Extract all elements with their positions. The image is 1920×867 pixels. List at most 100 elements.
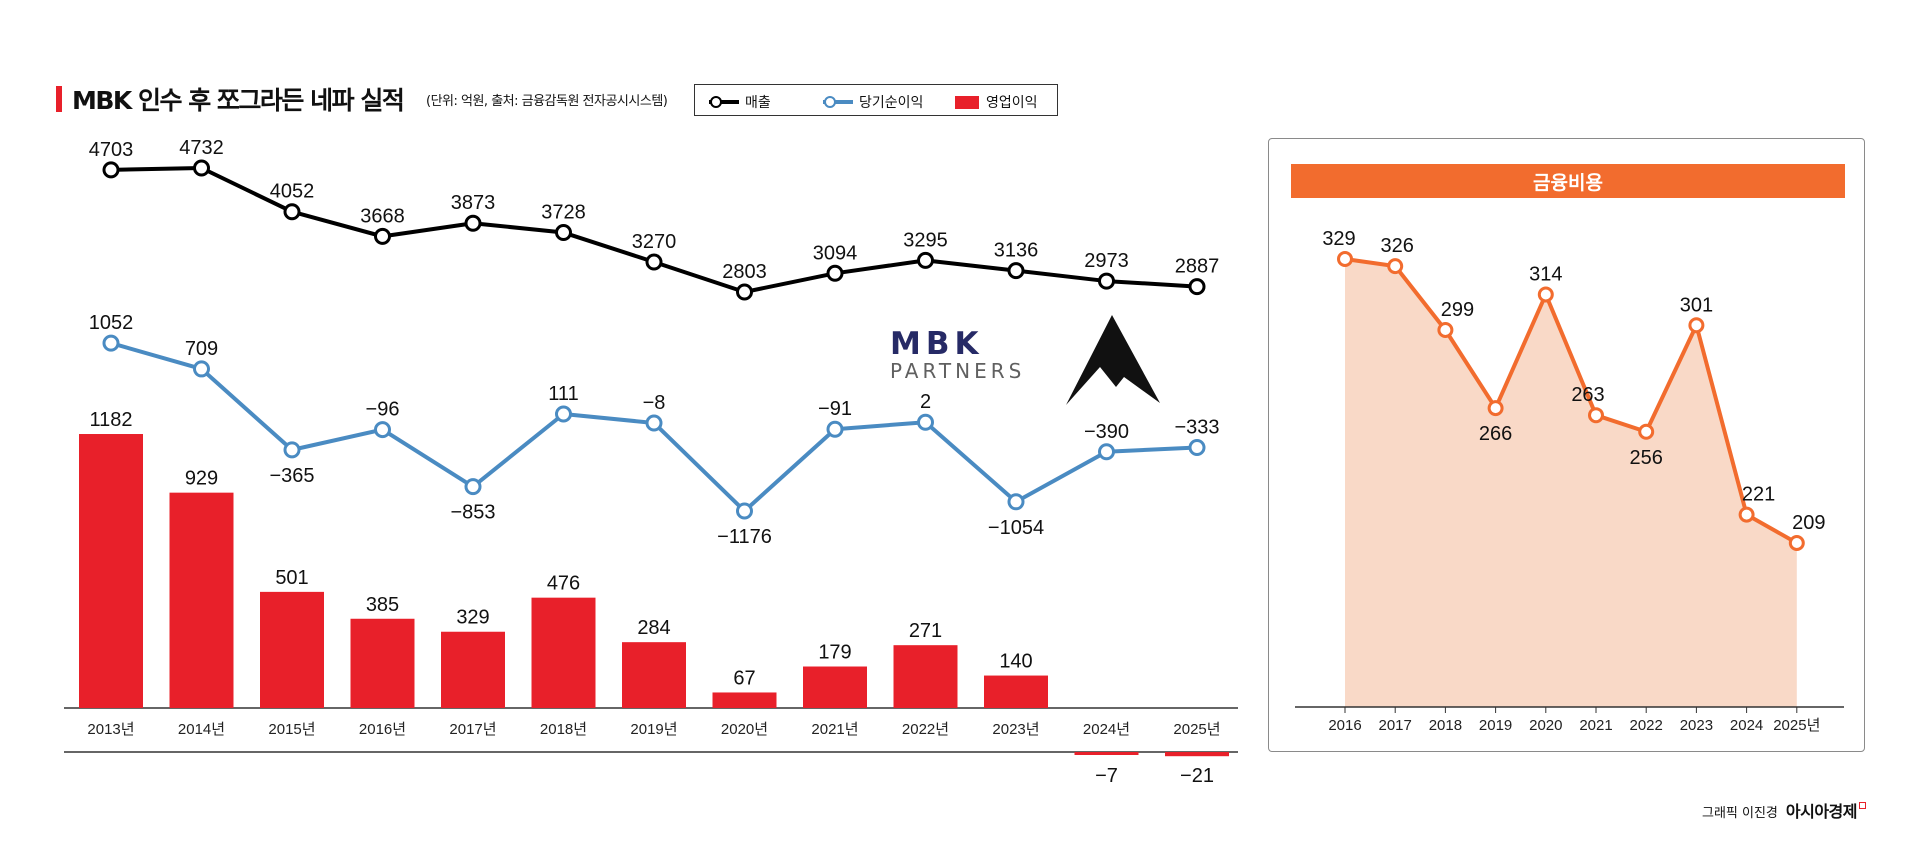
- net-income-point: [102, 334, 120, 352]
- operating-income-label: 284: [637, 617, 670, 639]
- x-tick-label: 2013년: [87, 721, 134, 738]
- finance-cost-label: 209: [1792, 512, 1825, 534]
- panel-x-tick-label: 2018: [1429, 717, 1462, 734]
- finance-cost-label: 326: [1381, 235, 1414, 257]
- x-tick-label: 2023년: [992, 721, 1039, 738]
- operating-income-label: 1182: [89, 409, 132, 431]
- revenue-point: [645, 253, 663, 271]
- finance-cost-label: 299: [1441, 299, 1474, 321]
- net-income-point: [464, 478, 482, 496]
- chart-title: MBK 인수 후 쪼그라든 네파 실적: [56, 84, 405, 115]
- net-income-point: [645, 414, 663, 432]
- net-income-label: −91: [818, 398, 852, 420]
- revenue-point: [826, 264, 844, 282]
- net-income-point: [193, 360, 210, 378]
- operating-income-label: 501: [275, 567, 308, 589]
- finance-cost-point: [1738, 506, 1755, 523]
- panel-x-tick-label: 2023: [1680, 717, 1713, 734]
- x-tick-label: 2019년: [630, 721, 677, 738]
- operating-income-label: 329: [456, 607, 489, 629]
- brand-mark-icon: [1859, 802, 1866, 809]
- operating-income-label: 271: [909, 620, 942, 642]
- finance-cost-point: [1487, 400, 1504, 417]
- legend-label-net-income: 당기순이익: [859, 95, 924, 111]
- finance-cost-label: 314: [1529, 264, 1562, 286]
- net-income-label: 709: [185, 338, 218, 360]
- revenue-point: [102, 161, 120, 179]
- revenue-point: [917, 251, 934, 269]
- finance-cost-label: 256: [1630, 447, 1663, 469]
- panel-x-tick-label: 2019: [1479, 717, 1512, 734]
- mbk-partners-logo: MBK PARTNERS: [890, 328, 1056, 383]
- x-tick-label: 2025년: [1173, 721, 1220, 738]
- revenue-point: [374, 227, 391, 245]
- revenue-label: 3295: [903, 229, 948, 251]
- net-income-label: 2: [920, 391, 931, 413]
- revenue-label: 3270: [632, 231, 677, 253]
- credit-brand: 아시아경제: [1785, 802, 1858, 821]
- main-chart: 1182 929 501 385 329 476 284 67 179 271 140 −7 −21 20…: [64, 137, 1238, 787]
- nepa-logo: NEPA: [1066, 315, 1160, 405]
- revenue-point: [1188, 278, 1206, 296]
- finance-cost-point: [1638, 423, 1655, 440]
- legend-item-revenue: 매출: [709, 92, 771, 112]
- credit-author: 그래픽 이진경: [1701, 806, 1778, 821]
- revenue-label: 3136: [994, 240, 1039, 262]
- operating-income-bar: [984, 675, 1048, 708]
- operating-income-label: 179: [818, 642, 851, 664]
- finance-cost-label: 221: [1742, 484, 1775, 506]
- operating-income-label: 140: [999, 651, 1032, 673]
- panel-x-tick-label: 2017: [1379, 717, 1412, 734]
- operating-income-bar: [531, 597, 596, 708]
- operating-income-label: 476: [547, 573, 580, 595]
- net-income-label: −333: [1174, 416, 1219, 438]
- revenue-point: [1098, 272, 1115, 290]
- finance-cost-point: [1337, 251, 1353, 267]
- legend: 매출 당기순이익 영업이익: [694, 84, 1058, 116]
- revenue-label: 2887: [1175, 256, 1220, 278]
- panel-x-tick-label: 2024: [1730, 717, 1763, 734]
- net-income-point: [1188, 438, 1206, 456]
- revenue-point: [1007, 262, 1025, 280]
- x-tick-label: 2015년: [268, 721, 315, 738]
- x-tick-label: 2020년: [721, 721, 768, 738]
- revenue-point: [555, 224, 572, 242]
- operating-income-bar: [169, 492, 234, 708]
- operating-income-bar: [79, 434, 143, 708]
- operating-income-label: 385: [366, 594, 399, 616]
- operating-income-bar: [350, 618, 415, 708]
- operating-income-bar: [622, 642, 686, 708]
- finance-cost-chart: 2016 2017 2018 2019 2020 2021 2022 2023 2024 2025…: [1295, 228, 1844, 734]
- operating-income-bar: [712, 692, 777, 708]
- operating-income-bar: [1074, 752, 1139, 755]
- net-income-label: −1176: [717, 526, 772, 548]
- net-income-label: −1054: [988, 517, 1044, 539]
- panel-x-tick-label: 2025년: [1773, 717, 1820, 734]
- net-income-label: −390: [1084, 421, 1129, 443]
- legend-line-marker-net-income: [823, 95, 853, 109]
- net-income-label: −8: [643, 392, 666, 414]
- operating-income-label: −21: [1180, 765, 1214, 787]
- revenue-label: 4732: [179, 137, 224, 159]
- revenue-point: [464, 214, 482, 232]
- net-income-label: −365: [269, 465, 314, 487]
- legend-label-revenue: 매출: [745, 95, 771, 111]
- revenue-label: 3094: [813, 242, 858, 264]
- legend-item-net-income: 당기순이익: [823, 92, 923, 112]
- revenue-label: 3873: [451, 192, 496, 214]
- net-income-point: [826, 420, 844, 438]
- unit-source-note: (단위: 억원, 출처: 금융감독원 전자공시시스템): [426, 94, 668, 109]
- revenue-point: [283, 203, 301, 221]
- operating-income-label: 67: [733, 667, 755, 689]
- operating-income-bar: [441, 631, 505, 708]
- x-tick-label: 2017년: [449, 721, 496, 738]
- finance-cost-point: [1437, 322, 1454, 338]
- x-tick-label: 2021년: [811, 721, 858, 738]
- net-income-point: [283, 441, 301, 459]
- x-tick-label: 2014년: [178, 721, 225, 738]
- revenue-label: 2973: [1084, 250, 1129, 272]
- chart-title-text: MBK 인수 후 쪼그라든 네파 실적: [72, 86, 405, 115]
- legend-item-operating-income: 영업이익: [955, 92, 1038, 112]
- nepa-mountain-icon: [1066, 315, 1160, 405]
- partners-logo-text: PARTNERS: [890, 359, 1026, 383]
